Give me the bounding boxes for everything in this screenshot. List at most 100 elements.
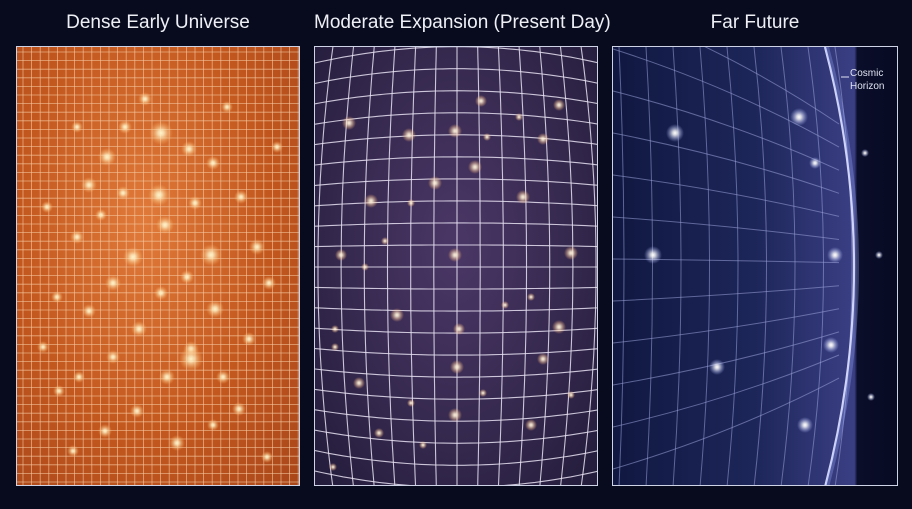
galaxy-glow [206,300,224,318]
grid-line [645,47,653,485]
galaxy-glow [73,371,85,383]
galaxy-glow [827,247,843,263]
galaxy-glow [468,160,482,174]
galaxy-glow [106,350,120,364]
galaxy-glow [407,199,415,207]
grid-line [780,47,796,485]
galaxy-glow [188,196,202,210]
grid-line [315,47,597,64]
galaxy-glow [53,385,65,397]
galaxy-glow [709,359,725,375]
galaxy-glow [875,251,883,259]
galaxy-glow [216,370,230,384]
galaxy-glow [221,101,233,113]
grid-line [613,354,840,428]
cosmic-horizon-label: Cosmic Horizon [850,67,894,93]
galaxy-glow [861,149,869,157]
grid-line [613,377,840,470]
galaxy-glow [180,270,194,284]
galaxy-glow [364,194,378,208]
galaxy-glow [402,128,416,142]
grid-line [672,47,682,485]
grid-line [613,258,840,264]
galaxy-glow [95,209,107,221]
grid-line [315,200,597,207]
galaxy-glow [419,441,427,449]
galaxy-glow [867,393,875,401]
grid-line [315,348,597,356]
dense-grid-diagram [17,47,299,485]
panel-early-universe [16,46,300,486]
galaxy-glow [131,321,147,337]
grid-line [315,90,597,105]
galaxy-glow [475,95,487,107]
horizon-curve [823,47,856,485]
grid-line [315,222,597,227]
panel-title-future: Far Future [710,12,800,33]
galaxy-glow [553,99,565,111]
panel-far-future: Cosmic Horizon [612,46,898,486]
galaxy-glow [149,121,173,145]
grid-line [315,450,597,466]
grid-line [315,178,597,186]
galaxy-glow [234,190,248,204]
galaxy-glow [644,246,662,264]
galaxy-glow [353,377,365,389]
grid-line [726,47,739,485]
galaxy-glow [71,121,83,133]
grid-line [315,388,597,400]
galaxy-glow [361,263,369,271]
galaxy-glow [156,216,174,234]
grid-line [807,47,824,485]
cosmic-horizon-label-line: Horizon [850,81,885,92]
galaxy-glow [154,286,168,300]
grid-line [613,216,840,240]
grid-line [315,286,597,290]
galaxy-glow [206,156,220,170]
galaxy-glow [181,141,197,157]
galaxy-glow [525,419,537,431]
galaxy-glow [381,237,389,245]
galaxy-glow [81,177,97,193]
galaxy-glow [809,157,821,169]
grid-line [613,48,840,148]
galaxy-glow [331,325,339,333]
grid-line [834,47,853,485]
grid-line [315,112,597,125]
galaxy-glow [335,249,347,261]
galaxy-glow [331,343,339,351]
galaxy-glow [169,435,185,451]
galaxy-glow [527,293,535,301]
cosmic-horizon-label-line: Cosmic [850,68,884,79]
grid-line [315,470,597,485]
galaxy-glow [790,108,808,126]
galaxy-glow [82,304,96,318]
grid-line [315,429,597,444]
galaxy-glow [249,239,265,255]
galaxy-glow [207,419,219,431]
grid-line [613,132,840,194]
galaxy-glow [567,391,575,399]
galaxy-glow [823,337,839,353]
galaxy-glow [51,291,63,303]
grid-line [613,174,840,217]
grid-line [699,47,710,485]
galaxy-glow [37,341,49,353]
galaxy-glow [428,176,442,190]
grid-line [315,307,597,312]
galaxy-glow [797,417,813,433]
grid-line [315,68,597,84]
future-grid-diagram [613,47,883,485]
galaxy-glow [448,248,462,262]
grid-line [613,331,840,386]
galaxy-glow [564,246,578,260]
galaxy-glow [116,186,130,200]
galaxy-glow [450,360,464,374]
galaxy-glow [479,389,487,397]
galaxy-glow [483,133,491,141]
galaxy-glow [200,244,222,266]
galaxy-glow [232,402,246,416]
grid-line [613,90,840,171]
galaxy-glow [501,301,509,309]
grid-line [613,285,840,302]
